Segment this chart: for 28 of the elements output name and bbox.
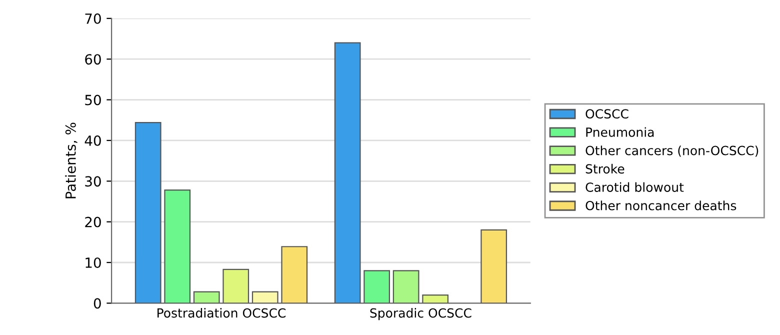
bar xyxy=(222,268,250,304)
y-tick-label: 0 xyxy=(94,298,101,309)
bar xyxy=(252,291,278,304)
bar xyxy=(422,294,449,304)
legend-label: OCSCC xyxy=(586,109,628,119)
bar xyxy=(364,270,390,304)
y-tick-label: 10 xyxy=(86,257,101,268)
bar xyxy=(334,42,361,304)
legend-label: Carotid blowout xyxy=(586,182,684,192)
bar xyxy=(193,291,220,304)
legend-label: Stroke xyxy=(586,164,624,174)
x-tick-label: Postradiation OCSCC xyxy=(158,308,286,318)
bar xyxy=(392,270,420,304)
x-tick-label: Sporadic OCSCC xyxy=(370,308,472,320)
bar xyxy=(281,246,308,304)
bar xyxy=(480,229,508,304)
y-tick-label: 20 xyxy=(85,216,101,228)
y-tick-label: 70 xyxy=(85,13,101,24)
y-tick-label: 40 xyxy=(84,135,101,146)
bar xyxy=(134,122,162,304)
y-tick-label: 60 xyxy=(85,54,101,65)
y-tick-label: 50 xyxy=(85,94,101,106)
legend-label: Other noncancer deaths xyxy=(586,200,736,210)
legend-label: Other cancers (non-OCSCC) xyxy=(586,146,758,157)
bar xyxy=(164,190,191,304)
y-tick-label: 30 xyxy=(85,176,101,187)
y-axis-title: Patients, % xyxy=(65,122,78,198)
legend-label: Pneumonia xyxy=(586,127,654,137)
